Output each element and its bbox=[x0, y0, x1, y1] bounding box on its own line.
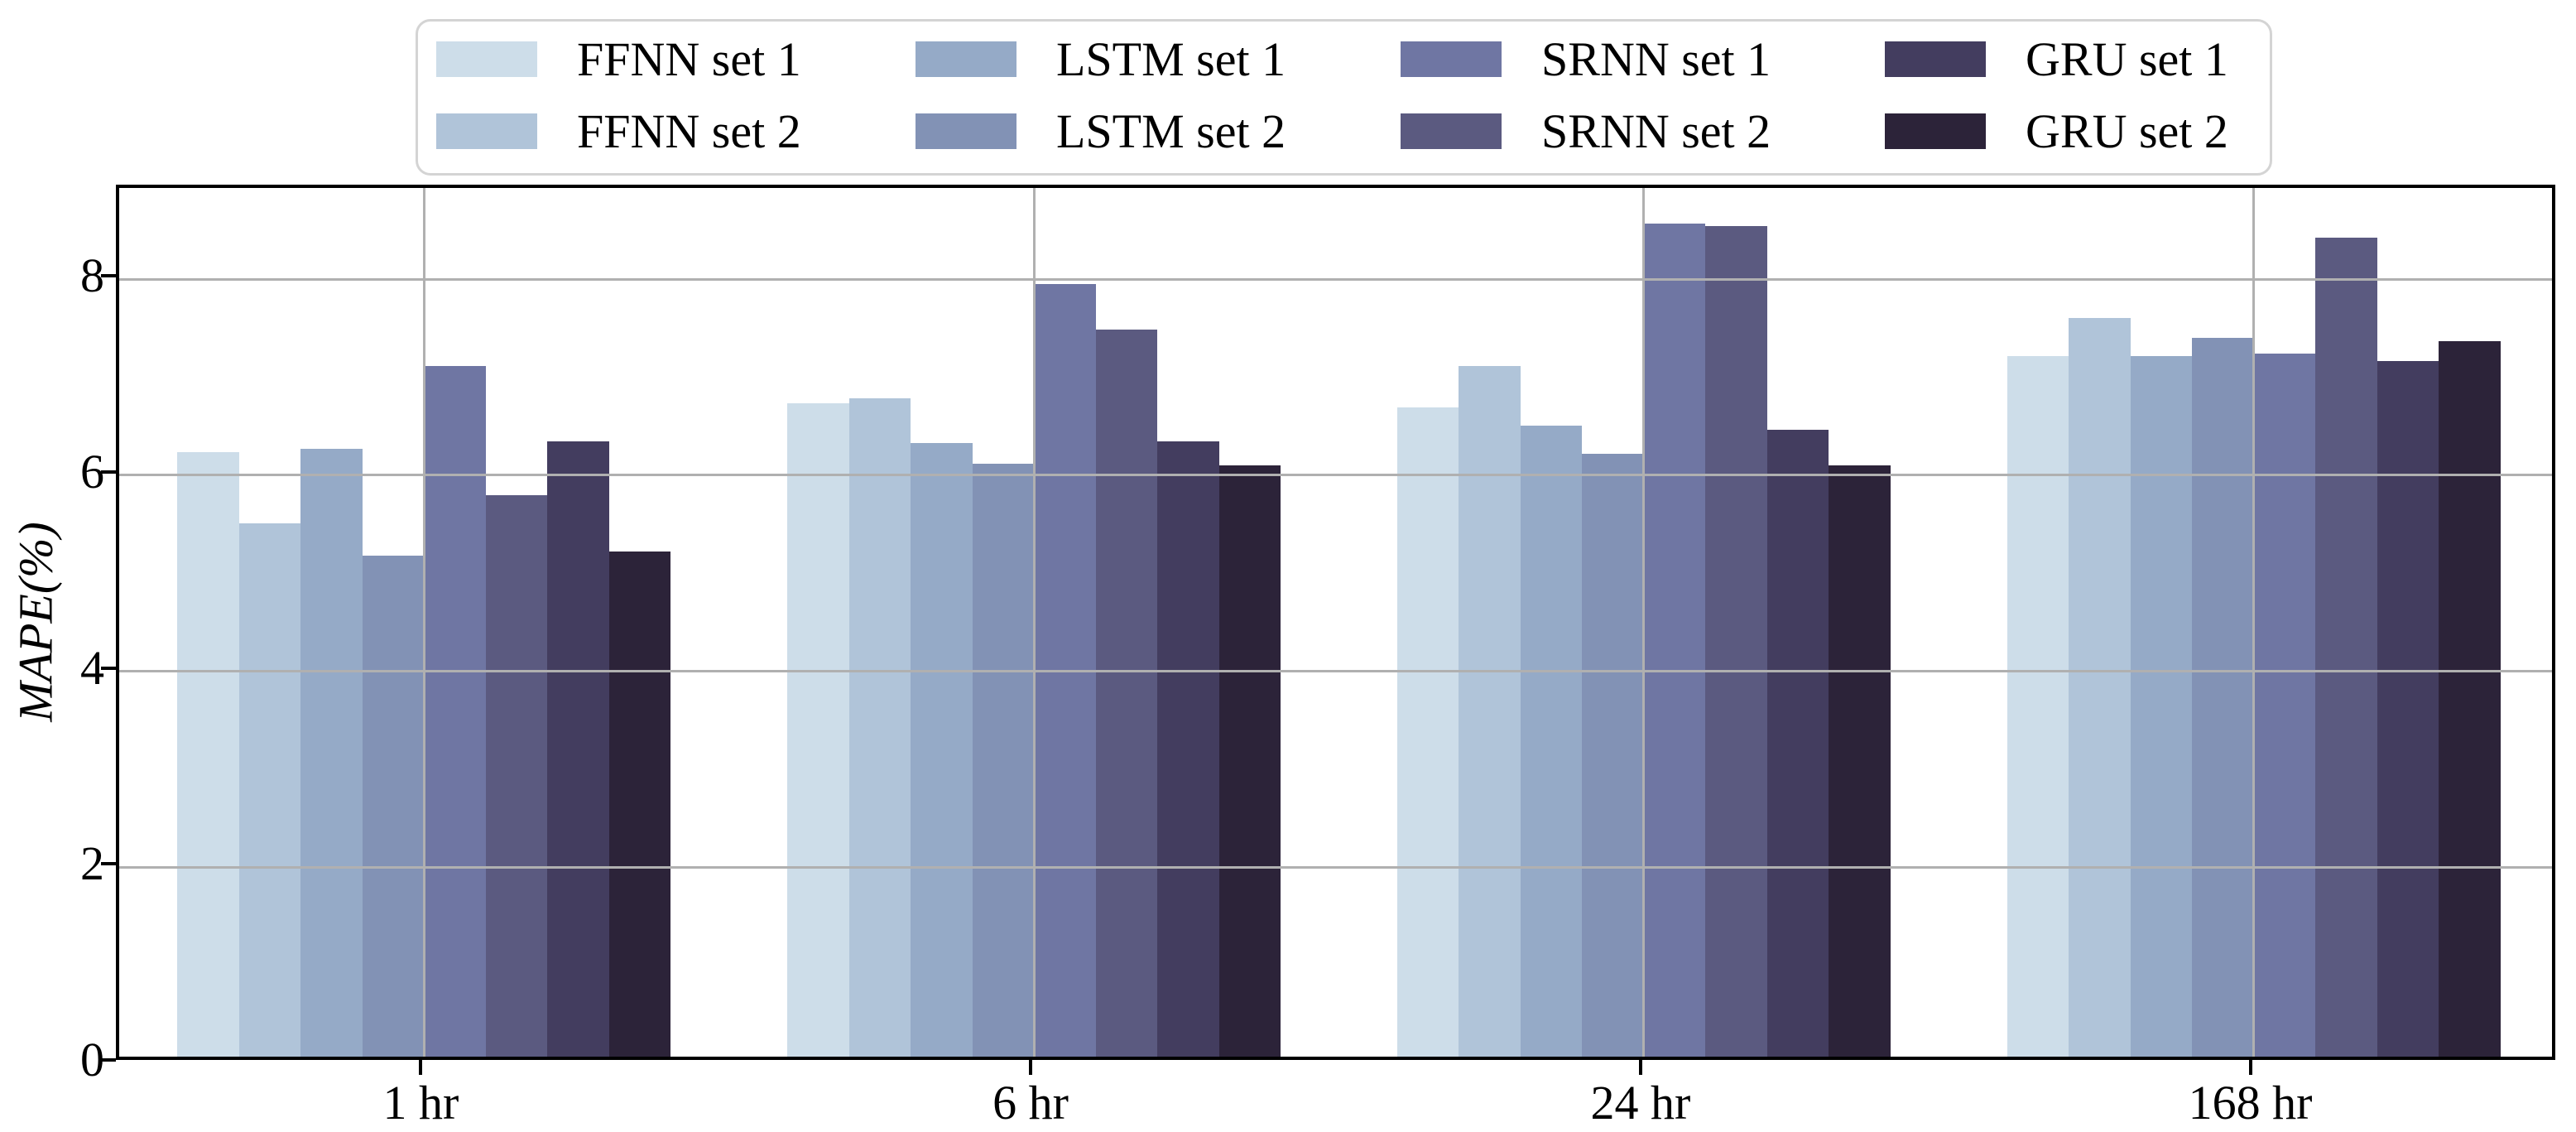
bar-ffnn-set-1-6-hr bbox=[787, 402, 849, 1057]
y-tick-mark-2 bbox=[101, 862, 116, 866]
legend-label-ffnn-set-1: FFNN set 1 bbox=[577, 32, 801, 86]
gridline-x-6-hr bbox=[1032, 188, 1036, 1057]
legend-label-ffnn-set-2: FFNN set 2 bbox=[577, 104, 801, 158]
legend-label-gru-set-1: GRU set 1 bbox=[2026, 32, 2228, 86]
gridline-y-6 bbox=[119, 474, 2552, 477]
bar-ffnn-set-2-6-hr bbox=[848, 397, 911, 1057]
x-tick-mark-1-hr bbox=[419, 1060, 423, 1075]
bar-lstm-set-1-1-hr bbox=[300, 449, 363, 1057]
gridline-x-168-hr bbox=[2252, 188, 2256, 1057]
bar-gru-set-2-24-hr bbox=[1829, 465, 1891, 1057]
bar-ffnn-set-1-168-hr bbox=[2006, 355, 2069, 1057]
gridline-x-1-hr bbox=[422, 188, 425, 1057]
legend-swatch-srnn-set-1 bbox=[1401, 41, 1502, 77]
bar-lstm-set-2-1-hr bbox=[362, 556, 425, 1057]
bar-srnn-set-2-168-hr bbox=[2315, 237, 2377, 1057]
y-tick-label-0: 0 bbox=[80, 1033, 104, 1086]
legend-label-lstm-set-2: LSTM set 2 bbox=[1056, 104, 1286, 158]
bar-lstm-set-2-24-hr bbox=[1582, 454, 1644, 1057]
bar-lstm-set-1-6-hr bbox=[911, 443, 973, 1057]
bar-srnn-set-1-1-hr bbox=[424, 365, 486, 1057]
bar-lstm-set-1-24-hr bbox=[1520, 425, 1583, 1057]
bar-gru-set-1-24-hr bbox=[1766, 429, 1829, 1057]
y-tick-mark-6 bbox=[101, 470, 116, 474]
legend-label-srnn-set-2: SRNN set 2 bbox=[1541, 104, 1771, 158]
legend-item-gru-set-2: GRU set 2 bbox=[1885, 104, 2228, 158]
y-tick-label-2: 2 bbox=[80, 836, 104, 891]
y-tick-mark-0 bbox=[101, 1058, 116, 1062]
plot-area bbox=[116, 185, 2555, 1060]
x-tick-label-6-hr: 6 hr bbox=[992, 1076, 1069, 1130]
y-tick-mark-8 bbox=[101, 274, 116, 278]
legend-item-ffnn-set-1: FFNN set 1 bbox=[436, 32, 801, 86]
x-tick-label-168-hr: 168 hr bbox=[2188, 1076, 2313, 1130]
legend-swatch-ffnn-set-1 bbox=[436, 41, 537, 77]
bar-srnn-set-2-24-hr bbox=[1705, 226, 1767, 1057]
bar-srnn-set-2-6-hr bbox=[1095, 329, 1158, 1057]
legend: FFNN set 1 FFNN set 2 LSTM set 1 LSTM set 2… bbox=[416, 19, 2272, 176]
legend-item-gru-set-1: GRU set 1 bbox=[1885, 32, 2228, 86]
legend-item-srnn-set-1: SRNN set 1 bbox=[1401, 32, 1771, 86]
legend-swatch-gru-set-2 bbox=[1885, 113, 1986, 149]
bar-ffnn-set-2-1-hr bbox=[238, 523, 301, 1057]
bar-ffnn-set-2-24-hr bbox=[1459, 365, 1521, 1057]
legend-swatch-ffnn-set-2 bbox=[436, 113, 537, 149]
legend-label-lstm-set-1: LSTM set 1 bbox=[1056, 32, 1286, 86]
bar-srnn-set-1-24-hr bbox=[1643, 223, 1706, 1057]
legend-label-gru-set-2: GRU set 2 bbox=[2026, 104, 2228, 158]
y-tick-label-8: 8 bbox=[80, 248, 104, 303]
gridline-y-2 bbox=[119, 865, 2552, 869]
legend-item-lstm-set-1: LSTM set 1 bbox=[916, 32, 1286, 86]
legend-item-lstm-set-2: LSTM set 2 bbox=[916, 104, 1286, 158]
bar-ffnn-set-1-1-hr bbox=[177, 451, 239, 1057]
x-tick-label-24-hr: 24 hr bbox=[1590, 1076, 1691, 1130]
x-tick-label-1-hr: 1 hr bbox=[382, 1076, 459, 1130]
y-tick-label-6: 6 bbox=[80, 444, 104, 499]
legend-item-srnn-set-2: SRNN set 2 bbox=[1401, 104, 1771, 158]
bar-gru-set-1-1-hr bbox=[547, 441, 609, 1057]
y-tick-label-4: 4 bbox=[80, 640, 104, 695]
bar-lstm-set-2-6-hr bbox=[972, 463, 1035, 1057]
x-tick-mark-24-hr bbox=[1638, 1060, 1642, 1075]
x-tick-mark-168-hr bbox=[2248, 1060, 2252, 1075]
bar-gru-set-2-168-hr bbox=[2439, 340, 2501, 1057]
bar-lstm-set-1-168-hr bbox=[2130, 355, 2193, 1057]
y-tick-mark-4 bbox=[101, 666, 116, 670]
bar-lstm-set-2-168-hr bbox=[2192, 338, 2254, 1057]
bar-gru-set-2-6-hr bbox=[1218, 465, 1281, 1057]
bar-ffnn-set-2-168-hr bbox=[2069, 317, 2131, 1057]
legend-label-srnn-set-1: SRNN set 1 bbox=[1541, 32, 1771, 86]
bar-gru-set-1-6-hr bbox=[1157, 441, 1219, 1057]
x-tick-mark-6-hr bbox=[1029, 1060, 1033, 1075]
bar-ffnn-set-1-24-hr bbox=[1396, 407, 1459, 1057]
bar-gru-set-2-1-hr bbox=[608, 552, 671, 1057]
gridline-y-8 bbox=[119, 277, 2552, 281]
bar-srnn-set-1-168-hr bbox=[2253, 354, 2316, 1057]
bar-srnn-set-2-1-hr bbox=[485, 494, 548, 1057]
legend-swatch-lstm-set-1 bbox=[916, 41, 1016, 77]
legend-swatch-lstm-set-2 bbox=[916, 113, 1016, 149]
gridline-x-24-hr bbox=[1642, 188, 1646, 1057]
gridline-y-4 bbox=[119, 670, 2552, 672]
legend-item-ffnn-set-2: FFNN set 2 bbox=[436, 104, 801, 158]
legend-swatch-srnn-set-2 bbox=[1401, 113, 1502, 149]
legend-swatch-gru-set-1 bbox=[1885, 41, 1986, 77]
bar-gru-set-1-168-hr bbox=[2377, 360, 2439, 1057]
